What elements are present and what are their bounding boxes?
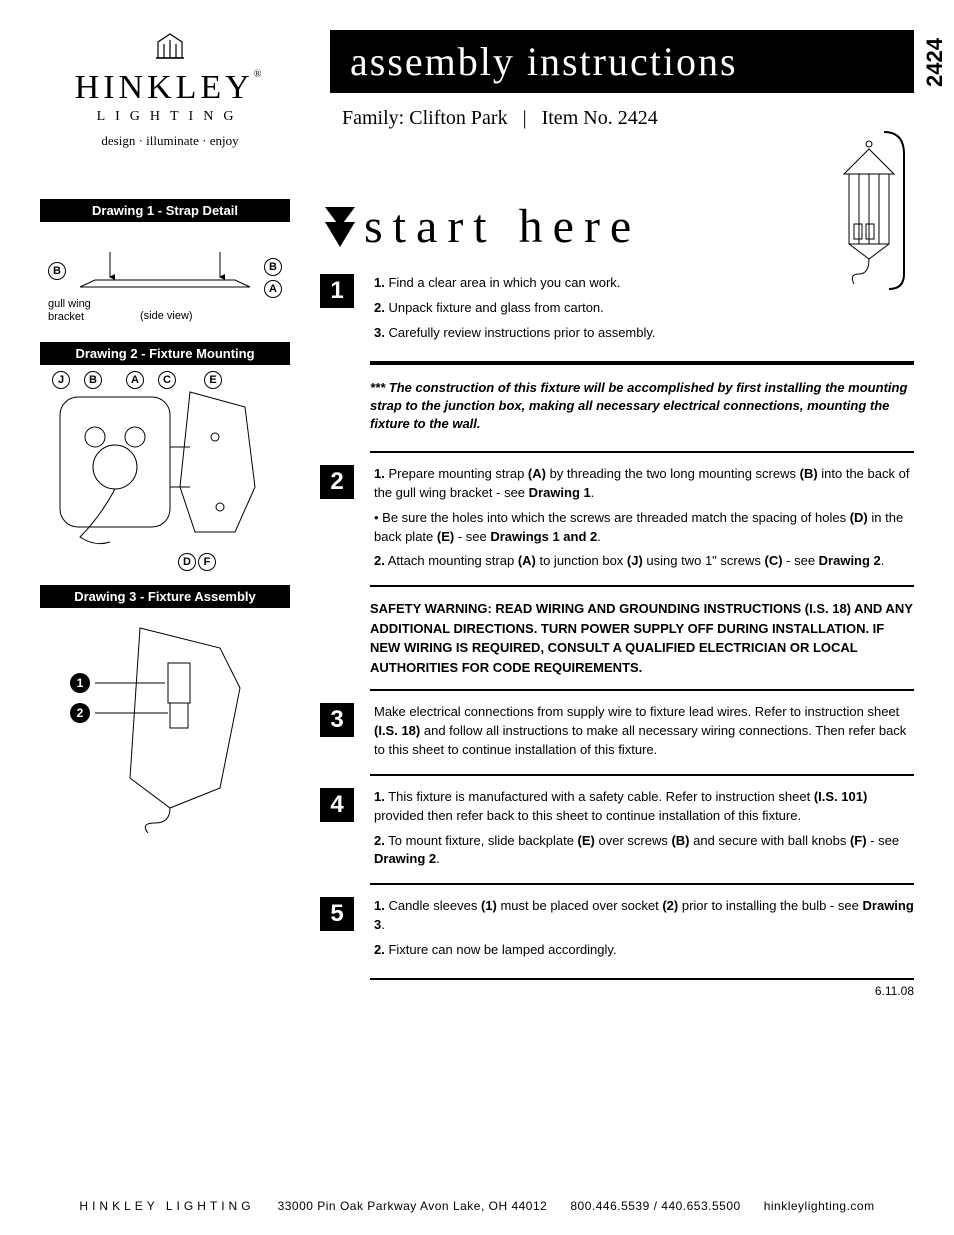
drawing-2-title: Drawing 2 - Fixture Mounting [40, 342, 290, 365]
label-b: B [48, 262, 66, 280]
product-illustration [824, 124, 914, 304]
step-4: 4 1. This fixture is manufactured with a… [370, 774, 914, 883]
logo-lantern-icon [40, 30, 300, 65]
step-2-body: 1. Prepare mounting strap (A) by threadi… [374, 465, 914, 577]
step-number: 5 [320, 897, 354, 931]
footer-phones: 800.446.5539 / 440.653.5500 [570, 1199, 740, 1213]
step-number: 4 [320, 788, 354, 822]
gull-wing-label: gull wingbracket [48, 298, 91, 324]
label-d: D [178, 553, 196, 571]
step-5: 5 1. Candle sleeves (1) must be placed o… [370, 883, 914, 980]
side-view-label: (side view) [140, 310, 193, 322]
drawing-1: B B A gull wingbracket (side view) [40, 222, 290, 332]
title-area: assembly instructions 2424 Family: Clift… [330, 30, 914, 130]
drawing-3-title: Drawing 3 - Fixture Assembly [40, 585, 290, 608]
drawing-2: J B A C E D F [40, 365, 290, 575]
step-number: 3 [320, 703, 354, 737]
drawing-3: 1 2 [40, 608, 290, 838]
logo-subtitle: LIGHTING [40, 109, 300, 125]
label-b: B [264, 258, 282, 276]
logo-tagline: design · illuminate · enjoy [40, 133, 300, 149]
step-number: 2 [320, 465, 354, 499]
logo-name: HINKLEY® [40, 69, 300, 107]
label-1: 1 [70, 673, 90, 693]
step-4-body: 1. This fixture is manufactured with a s… [374, 788, 914, 875]
revision-date: 6.11.08 [370, 984, 914, 998]
label-2: 2 [70, 703, 90, 723]
step-5-body: 1. Candle sleeves (1) must be placed ove… [374, 897, 914, 966]
safety-warning: SAFETY WARNING: READ WIRING AND GROUNDIN… [370, 585, 914, 689]
down-arrow-icon [320, 202, 360, 252]
header: HINKLEY® LIGHTING design · illuminate · … [40, 30, 914, 149]
footer-brand: HINKLEY LIGHTING [79, 1199, 254, 1213]
label-a: A [264, 280, 282, 298]
document-title: assembly instructions [330, 30, 914, 93]
brand-logo: HINKLEY® LIGHTING design · illuminate · … [40, 30, 300, 149]
footer-address: 33000 Pin Oak Parkway Avon Lake, OH 4401… [278, 1199, 548, 1213]
step-number: 1 [320, 274, 354, 308]
drawings-column: Drawing 1 - Strap Detail B B A gull wing… [40, 199, 290, 998]
footer-site: hinkleylighting.com [764, 1199, 875, 1213]
step-3-body: Make electrical connections from supply … [374, 703, 914, 766]
step-2: 2 1. Prepare mounting strap (A) by threa… [370, 451, 914, 585]
instructions-column: start here 1 1. Find a clear area in whi… [320, 199, 914, 998]
start-here-text: start here [364, 199, 641, 254]
step-3: 3 Make electrical connections from suppl… [370, 689, 914, 774]
drawing-1-title: Drawing 1 - Strap Detail [40, 199, 290, 222]
label-f: F [198, 553, 216, 571]
footer: HINKLEY LIGHTING 33000 Pin Oak Parkway A… [0, 1199, 954, 1213]
construction-note: *** The construction of this fixture wil… [370, 363, 914, 452]
product-number-vertical: 2424 [922, 38, 948, 87]
